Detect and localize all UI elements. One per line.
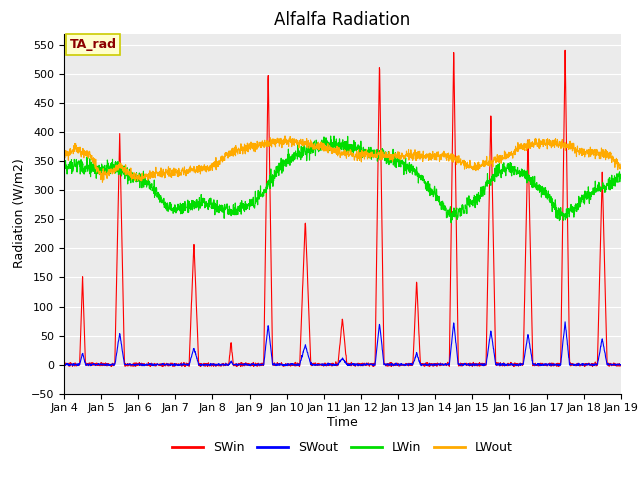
LWout — [568, 140, 576, 146]
LWout — [371, 152, 379, 158]
Line: SWout: SWout — [64, 322, 621, 366]
LWin — [359, 152, 367, 157]
LWin — [447, 220, 455, 226]
SWout — [359, 361, 367, 367]
Title: Alfalfa Radiation: Alfalfa Radiation — [275, 11, 410, 29]
Line: LWout: LWout — [64, 136, 621, 182]
LWin — [371, 148, 379, 154]
LWin — [60, 166, 68, 171]
LWin — [505, 167, 513, 172]
LWout — [60, 152, 68, 158]
LWin — [617, 171, 625, 177]
Line: SWin: SWin — [64, 50, 621, 366]
LWout — [281, 133, 289, 139]
SWin — [561, 48, 569, 53]
Text: TA_rad: TA_rad — [70, 38, 116, 51]
SWout — [216, 361, 223, 367]
LWin — [584, 195, 591, 201]
SWin — [371, 363, 379, 369]
X-axis label: Time: Time — [327, 416, 358, 429]
SWout — [371, 362, 379, 368]
SWout — [568, 361, 576, 367]
LWout — [359, 154, 367, 160]
SWin — [216, 361, 223, 367]
SWin — [65, 363, 73, 369]
SWin — [359, 360, 367, 366]
SWin — [584, 361, 591, 367]
SWin — [617, 363, 625, 369]
SWout — [561, 319, 569, 325]
LWout — [216, 158, 223, 164]
LWin — [568, 204, 576, 209]
LWin — [216, 206, 223, 212]
SWin — [568, 360, 576, 366]
SWout — [504, 362, 512, 368]
LWout — [99, 180, 106, 185]
SWout — [141, 363, 148, 369]
LWout — [505, 149, 513, 155]
SWin — [504, 362, 512, 368]
SWout — [60, 362, 68, 368]
SWout — [617, 362, 625, 368]
Legend: SWin, SWout, LWin, LWout: SWin, SWout, LWin, LWout — [167, 436, 518, 459]
LWin — [330, 133, 338, 139]
SWout — [584, 362, 591, 368]
SWin — [60, 360, 68, 366]
LWout — [617, 161, 625, 167]
LWout — [584, 151, 591, 157]
Line: LWin: LWin — [64, 136, 621, 223]
Y-axis label: Radiation (W/m2): Radiation (W/m2) — [12, 159, 26, 268]
